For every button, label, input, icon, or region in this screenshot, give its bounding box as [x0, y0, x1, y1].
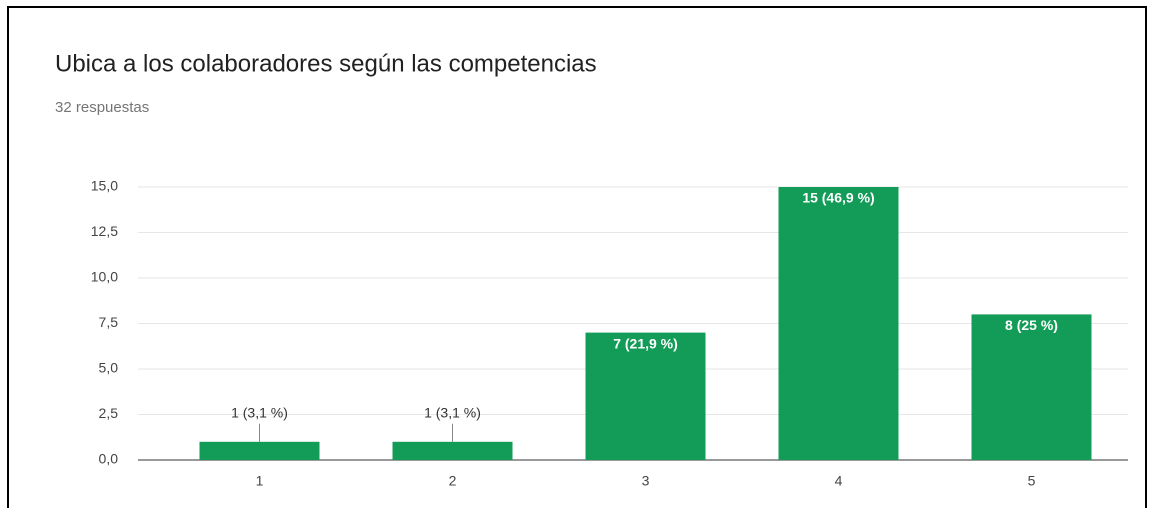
bar: [392, 441, 513, 460]
chart-title: Ubica a los colaboradores según las comp…: [55, 50, 597, 77]
bar: [199, 441, 320, 460]
y-tick-label: 10,0: [91, 269, 118, 285]
y-tick-label: 5,0: [99, 360, 119, 376]
bar: [971, 314, 1092, 460]
y-tick-label: 2,5: [99, 405, 119, 421]
frame: [7, 6, 1147, 508]
data-label: 8 (25 %): [1005, 317, 1058, 333]
data-label: 15 (46,9 %): [802, 190, 874, 206]
data-label: 1 (3,1 %): [231, 405, 288, 421]
data-label: 7 (21,9 %): [613, 335, 678, 351]
bar: [778, 187, 899, 460]
x-tick-label: 2: [449, 473, 457, 489]
y-tick-label: 0,0: [99, 451, 119, 467]
x-tick-label: 1: [256, 473, 264, 489]
x-tick-label: 4: [835, 473, 843, 489]
chart-subtitle: 32 respuestas: [55, 99, 149, 116]
y-tick-label: 12,5: [91, 223, 118, 239]
data-label: 1 (3,1 %): [424, 405, 481, 421]
x-tick-label: 3: [642, 473, 650, 489]
x-tick-label: 5: [1028, 473, 1036, 489]
y-tick-label: 15,0: [91, 178, 118, 194]
bar: [585, 332, 706, 460]
y-tick-label: 7,5: [99, 314, 119, 330]
